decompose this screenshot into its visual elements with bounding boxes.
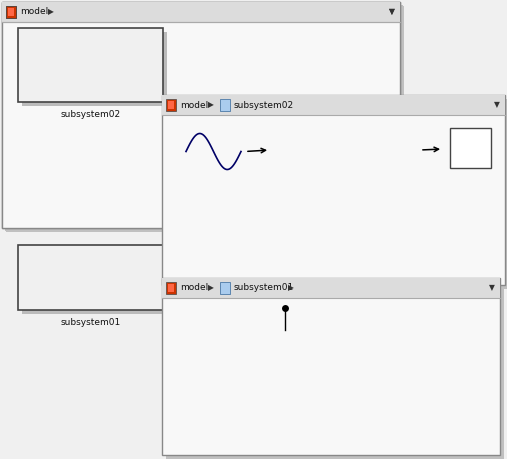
Bar: [166, 282, 176, 294]
Bar: [22, 249, 167, 314]
Bar: [186, 122, 249, 189]
Bar: [8, 8, 14, 16]
Bar: [8, 8, 14, 16]
Bar: [6, 6, 16, 18]
Bar: [168, 101, 174, 109]
Bar: [22, 32, 167, 106]
Text: caller: caller: [333, 133, 357, 142]
Bar: [2, 2, 400, 228]
Text: ▶: ▶: [288, 284, 294, 292]
Bar: [18, 28, 163, 102]
Text: ▼: ▼: [494, 101, 500, 110]
Bar: [6, 6, 404, 232]
Text: model: model: [20, 7, 48, 17]
Text: y = function(x): y = function(x): [241, 363, 329, 373]
Bar: [194, 334, 384, 409]
Bar: [450, 128, 491, 168]
Text: ▼: ▼: [389, 7, 395, 17]
Bar: [443, 120, 498, 178]
Bar: [162, 95, 505, 285]
Bar: [2, 2, 400, 228]
Bar: [220, 99, 230, 111]
Text: model: model: [180, 284, 208, 292]
Text: subsystem02: subsystem02: [234, 101, 294, 110]
Text: x  subsystem01.function()  y: x subsystem01.function() y: [280, 154, 410, 163]
Bar: [168, 284, 174, 292]
Text: subsystem01: subsystem01: [60, 318, 121, 327]
Bar: [270, 115, 420, 185]
Bar: [6, 6, 16, 18]
Bar: [190, 330, 380, 405]
Bar: [166, 99, 176, 111]
Text: ▼: ▼: [489, 284, 495, 292]
Text: model: model: [180, 101, 208, 110]
Text: Function Caller: Function Caller: [311, 193, 379, 202]
Bar: [162, 278, 500, 298]
Bar: [162, 95, 505, 115]
Text: ▶: ▶: [208, 284, 214, 292]
Text: subsystem02: subsystem02: [60, 110, 121, 119]
Bar: [274, 119, 424, 189]
Text: Scope: Scope: [457, 186, 484, 195]
Bar: [162, 278, 500, 455]
Bar: [2, 2, 400, 22]
Bar: [220, 282, 230, 294]
Bar: [2, 2, 400, 22]
Bar: [182, 118, 245, 185]
Text: Simulink Function: Simulink Function: [245, 413, 325, 422]
Bar: [5, 5, 403, 231]
Text: ▼: ▼: [389, 7, 395, 17]
Text: ▶: ▶: [48, 7, 54, 17]
Bar: [166, 282, 504, 459]
Bar: [18, 245, 163, 310]
Text: Sine Wave: Sine Wave: [190, 193, 237, 202]
Bar: [166, 99, 507, 289]
Bar: [447, 124, 502, 182]
Text: subsystem01: subsystem01: [234, 284, 294, 292]
Text: ▶: ▶: [208, 101, 214, 110]
